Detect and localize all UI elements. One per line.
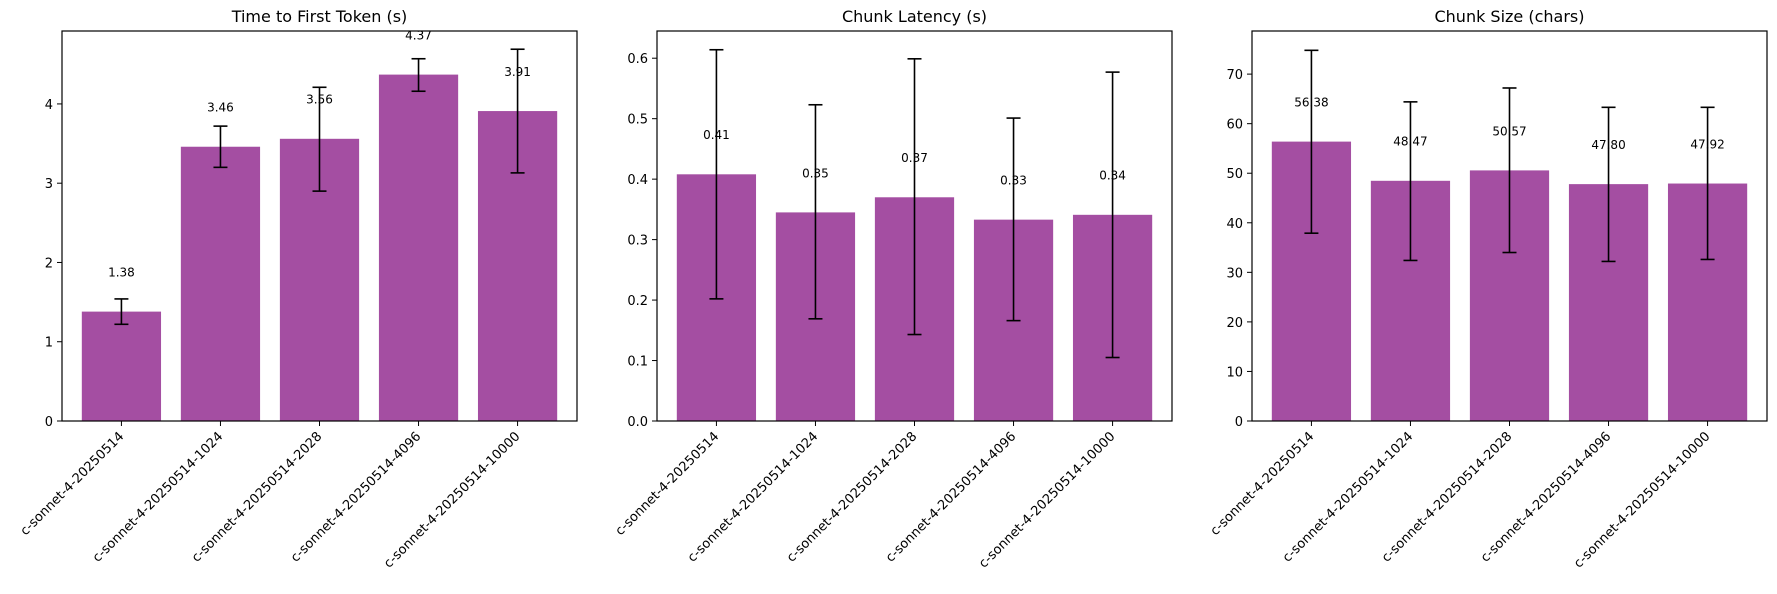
- y-tick-label: 30: [1226, 266, 1243, 281]
- axes-frame: [656, 30, 1173, 422]
- x-tick-label: c-sonnet-4-20250514: [18, 429, 128, 539]
- y-tick-label: 10: [1226, 365, 1243, 380]
- value-label: 1.38: [108, 266, 135, 280]
- y-tick-label: 0.1: [627, 355, 648, 370]
- y-tick-label: 0.0: [627, 415, 648, 430]
- chart-panel-chunk-latency: Chunk Latency (s) 0.41 c-sonnet-4-20250514…: [592, 0, 1184, 590]
- y-tick-label: 70: [1226, 68, 1243, 83]
- y-tick-label: 2: [45, 256, 53, 271]
- y-tick-label: 4: [45, 98, 53, 113]
- value-label: 4.37: [405, 28, 432, 42]
- bar: [81, 311, 162, 421]
- y-tick-label: 0.6: [627, 52, 648, 67]
- value-label: 3.56: [306, 93, 333, 107]
- y-tick-label: 1: [45, 336, 53, 351]
- chart-panel-chunk-size: Chunk Size (chars) 56.38 c-sonnet-4-202505…: [1184, 0, 1776, 590]
- chart-title: Time to First Token (s): [231, 7, 408, 26]
- axes-frame: [61, 30, 578, 422]
- y-tick-label: 50: [1226, 167, 1243, 182]
- value-label: 3.46: [207, 101, 234, 115]
- value-label: 0.35: [802, 166, 829, 180]
- y-tick-label: 0.5: [627, 113, 648, 128]
- y-tick-label: 0.3: [627, 234, 648, 249]
- bar: [180, 146, 261, 422]
- y-tick-label: 20: [1226, 316, 1243, 331]
- value-label: 0.34: [1099, 169, 1126, 183]
- chart-title: Chunk Latency (s): [842, 7, 987, 26]
- y-tick-label: 0.4: [627, 173, 648, 188]
- x-tick-label: c-sonnet-4-20250514: [1208, 429, 1318, 539]
- value-label: 47.92: [1690, 137, 1724, 151]
- chart-svg: Time to First Token (s) 1.38 c-sonnet-4-20…: [18, 7, 578, 571]
- y-tick-label: 60: [1226, 118, 1243, 133]
- value-label: 0.33: [1000, 174, 1027, 188]
- value-label: 3.91: [504, 65, 531, 79]
- value-label: 48.47: [1393, 135, 1427, 149]
- value-label: 56.38: [1294, 96, 1328, 110]
- value-label: 0.41: [703, 128, 730, 142]
- y-tick-label: 0: [45, 415, 53, 430]
- axes-frame: [1251, 30, 1768, 422]
- chart-svg: Chunk Latency (s) 0.41 c-sonnet-4-20250514…: [613, 7, 1173, 571]
- chart-svg: Chunk Size (chars) 56.38 c-sonnet-4-202505…: [1208, 7, 1768, 571]
- chart-title: Chunk Size (chars): [1434, 7, 1584, 26]
- y-tick-label: 0: [1235, 415, 1243, 430]
- value-label: 47.80: [1591, 138, 1625, 152]
- bar: [378, 74, 459, 421]
- value-label: 50.57: [1492, 124, 1526, 138]
- value-label: 0.37: [901, 151, 928, 165]
- y-tick-label: 0.2: [627, 294, 648, 309]
- y-tick-label: 3: [45, 177, 53, 192]
- y-tick-label: 40: [1226, 217, 1243, 232]
- x-tick-label: c-sonnet-4-20250514: [613, 429, 723, 539]
- chart-panel-time-to-first-token: Time to First Token (s) 1.38 c-sonnet-4-20…: [0, 0, 592, 590]
